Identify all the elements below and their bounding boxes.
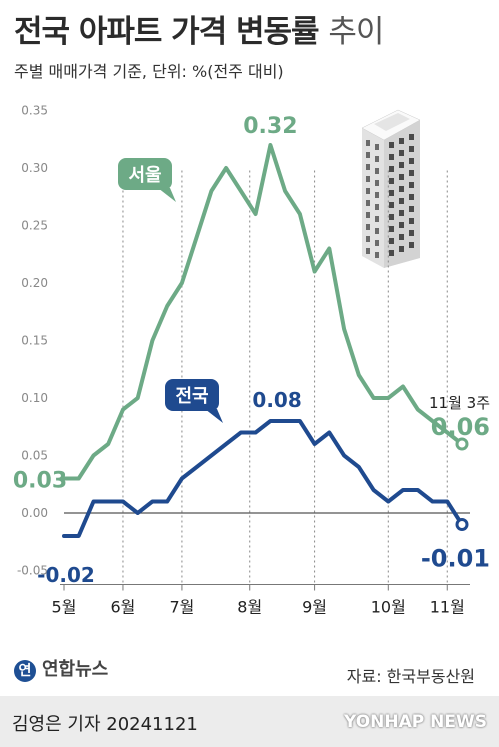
building-window xyxy=(375,180,379,186)
building-window xyxy=(399,162,404,168)
title-suffix: 추이 xyxy=(328,14,384,50)
national-legend-badge-box xyxy=(165,379,219,411)
building-window xyxy=(399,210,404,216)
building-window xyxy=(375,144,379,150)
national-series-line xyxy=(62,419,464,538)
building-window xyxy=(375,216,379,222)
chart-subtitle: 주별 매매가격 기준, 단위: %(전주 대비) xyxy=(14,62,284,81)
building-window xyxy=(375,192,379,198)
building-window xyxy=(389,190,394,196)
building-window xyxy=(375,240,379,246)
building-window xyxy=(409,134,414,140)
seoul-legend-badge-text: 서울 xyxy=(128,165,161,186)
y-tick-label: 0.05 xyxy=(21,449,48,463)
national-legend-badge: 전국 xyxy=(165,379,223,423)
yonhap-logo-icon: 연 xyxy=(14,660,36,682)
building-window xyxy=(409,242,414,248)
building-window xyxy=(409,158,414,164)
building-window xyxy=(389,214,394,220)
building-window xyxy=(375,168,379,174)
logo: 연 연합뉴스 xyxy=(14,655,108,682)
x-tick-label: 9월 xyxy=(302,598,327,617)
seoul-legend-badge-box xyxy=(118,158,172,190)
x-tick-label: 11월 xyxy=(430,598,465,617)
national-peak-value: 0.08 xyxy=(252,388,301,412)
logo-text: 연합뉴스 xyxy=(42,659,109,680)
building-window xyxy=(399,150,404,156)
latest-week-label: 11월 3주 xyxy=(429,394,490,412)
building-window xyxy=(399,186,404,192)
building-window xyxy=(389,154,394,160)
building-window xyxy=(366,176,370,182)
building-window xyxy=(375,252,379,258)
y-tick-label: 0.15 xyxy=(21,334,48,348)
y-tick-label: 0.35 xyxy=(21,104,48,118)
building-window xyxy=(409,194,414,200)
x-tick-label: 5월 xyxy=(52,598,77,617)
building-window xyxy=(366,140,370,146)
building-window xyxy=(366,200,370,206)
seoul-series-line xyxy=(62,143,464,481)
building-window xyxy=(389,166,394,172)
national-end-value: -0.01 xyxy=(421,545,490,573)
building-window xyxy=(375,228,379,234)
title-main: 전국 아파트 가격 변동률 xyxy=(14,14,320,50)
national-end-point xyxy=(455,518,469,531)
building-window xyxy=(366,236,370,242)
bottom-bar xyxy=(0,696,499,747)
building-window xyxy=(409,146,414,152)
national-start-value: -0.02 xyxy=(37,563,95,587)
building-window xyxy=(366,248,370,254)
building-window xyxy=(389,250,394,256)
watermark: YONHAP NEWS xyxy=(344,712,487,732)
national-legend-badge-tail xyxy=(205,409,223,423)
building-window xyxy=(389,202,394,208)
building-window xyxy=(409,218,414,224)
y-tick-label: -0.05 xyxy=(17,564,48,578)
building-window xyxy=(409,230,414,236)
building-window xyxy=(389,142,394,148)
building-window xyxy=(375,204,379,210)
y-tick-label: 0.10 xyxy=(21,391,48,405)
building-window xyxy=(375,156,379,162)
building-window xyxy=(399,246,404,252)
x-tick-label: 8월 xyxy=(237,598,262,617)
building-window xyxy=(389,238,394,244)
building-window xyxy=(366,164,370,170)
seoul-end-value: 0.06 xyxy=(431,413,490,441)
x-tick-label: 7월 xyxy=(169,598,194,617)
national-legend-badge-text: 전국 xyxy=(175,386,208,407)
building-window xyxy=(409,206,414,212)
source-note: 자료: 한국부동산원 xyxy=(346,667,475,686)
building-window xyxy=(366,224,370,230)
building-window xyxy=(399,198,404,204)
building-window xyxy=(409,182,414,188)
building-window xyxy=(409,170,414,176)
reporter-credit: 김영은 기자 20241121 xyxy=(12,714,198,735)
y-tick-label: 0.20 xyxy=(21,276,48,290)
seoul-legend-badge-tail xyxy=(158,188,176,202)
seoul-end-point xyxy=(455,437,469,451)
building-window xyxy=(366,152,370,158)
page-title: 전국 아파트 가격 변동률 추이 xyxy=(14,6,384,51)
y-tick-label: 0.00 xyxy=(21,506,48,520)
building-window xyxy=(389,226,394,232)
building-window xyxy=(366,188,370,194)
building-window xyxy=(389,178,394,184)
seoul-peak-value: 0.32 xyxy=(243,114,297,139)
x-tick-label: 10월 xyxy=(371,598,406,617)
building-window xyxy=(399,174,404,180)
seoul-legend-badge: 서울 xyxy=(118,158,176,202)
building-window xyxy=(399,222,404,228)
apartment-building-icon xyxy=(361,109,421,268)
building-window xyxy=(399,138,404,144)
x-tick-label: 6월 xyxy=(111,598,136,617)
line-chart: 0.35 0.30 0.25 0.20 0.15 0.10 0.05 0.00 -0.05 5월… xyxy=(13,104,490,617)
y-tick-label: 0.25 xyxy=(21,219,48,233)
y-tick-label: 0.30 xyxy=(21,161,48,175)
seoul-start-value: 0.03 xyxy=(13,469,67,494)
building-window xyxy=(366,212,370,218)
building-window xyxy=(399,234,404,240)
